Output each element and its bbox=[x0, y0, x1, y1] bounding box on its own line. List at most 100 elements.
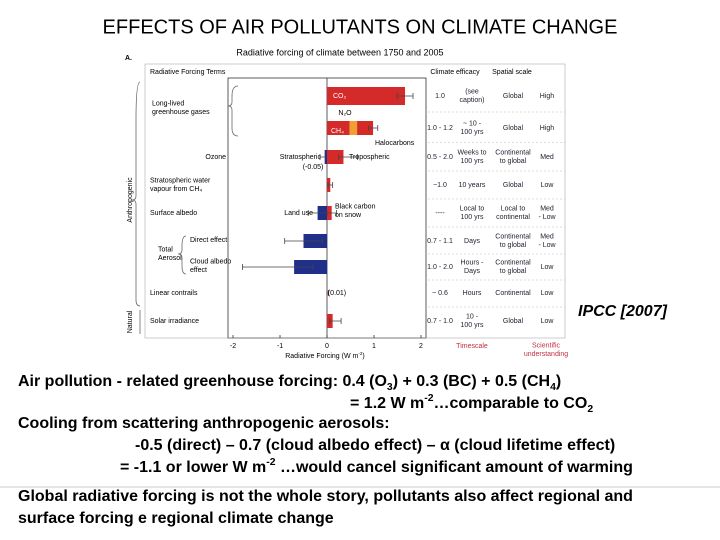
table-cell: 0.7 - 1.1 bbox=[427, 238, 453, 245]
column-header: Radiative Forcing Terms bbox=[150, 69, 226, 76]
table-cell: High bbox=[540, 125, 555, 132]
term-label: Cloud albedo bbox=[190, 259, 231, 266]
bar-label: Tropospheric bbox=[349, 154, 390, 161]
table-cell: caption) bbox=[460, 97, 485, 104]
text-segment: Air pollution - related greenhouse forci… bbox=[18, 373, 387, 390]
error-bar bbox=[326, 290, 329, 296]
table-cell: ---- bbox=[435, 210, 445, 217]
term-label: Linear contrails bbox=[150, 290, 198, 297]
error-bar bbox=[326, 210, 337, 216]
table-cell: ~1.0 bbox=[433, 182, 447, 189]
bar bbox=[327, 121, 350, 135]
table-cell: Low bbox=[541, 182, 555, 189]
table-cell: 10 - bbox=[466, 314, 479, 321]
bar-label: Black carbon bbox=[335, 204, 376, 211]
bar-label: Halocarbons bbox=[375, 140, 415, 147]
body-text: surface forcing e regional climate chang… bbox=[18, 510, 334, 527]
text-segment: -2 bbox=[266, 457, 275, 468]
bar-label: CO₂ bbox=[333, 93, 347, 100]
text-segment: Global radiative forcing is not the whol… bbox=[18, 488, 633, 505]
text-segment: 4 bbox=[550, 382, 556, 393]
table-cell: 1.0 - 1.2 bbox=[427, 125, 453, 132]
table-cell: ~ 10 - bbox=[463, 121, 482, 128]
table-cell: 1.0 - 2.0 bbox=[427, 264, 453, 271]
table-cell: to global bbox=[500, 242, 527, 249]
text-segment: surface forcing e regional climate chang… bbox=[18, 510, 334, 527]
text-segment: = 1.2 W m bbox=[350, 395, 424, 412]
term-label: effect bbox=[190, 267, 207, 274]
table-cell: continental bbox=[496, 214, 530, 221]
table-cell: Low bbox=[541, 318, 555, 325]
table-cell: Global bbox=[503, 318, 524, 325]
table-cell: Local to bbox=[501, 206, 526, 213]
text-segment: -2 bbox=[358, 351, 363, 356]
term-label: Stratospheric water bbox=[150, 178, 211, 185]
bar bbox=[327, 87, 406, 105]
table-cell: Continental bbox=[495, 150, 531, 157]
x-tick-label: 1 bbox=[372, 343, 376, 350]
error-bar bbox=[284, 238, 323, 244]
bracket bbox=[131, 81, 141, 307]
table-cell: ~ 0.6 bbox=[432, 290, 448, 297]
bracket bbox=[177, 235, 187, 275]
error-bar bbox=[396, 93, 414, 99]
group-label: Natural bbox=[127, 310, 134, 333]
term-label: Surface albedo bbox=[150, 210, 197, 217]
body-text: -0.5 (direct) – 0.7 (cloud albedo effect… bbox=[135, 437, 615, 454]
error-bar bbox=[329, 318, 342, 324]
term-label: vapour from CH₄ bbox=[150, 186, 202, 193]
panel-label: A. bbox=[125, 55, 132, 62]
table-cell: Days bbox=[464, 238, 480, 245]
table-cell: to global bbox=[500, 268, 527, 275]
table-cell: Global bbox=[503, 125, 524, 132]
text-segment: …comparable to CO bbox=[434, 395, 588, 412]
table-cell: Hours - bbox=[461, 260, 485, 267]
text-segment: Cooling from scattering anthropogenic ae… bbox=[18, 415, 390, 432]
bar bbox=[327, 150, 344, 164]
text-segment: ) bbox=[362, 353, 364, 360]
x-tick-label: -2 bbox=[230, 343, 236, 350]
table-cell: 100 yrs bbox=[461, 322, 484, 329]
table-cell: 10 years bbox=[459, 182, 486, 189]
term-label: Long-lived bbox=[152, 101, 184, 108]
table-cell: - Low bbox=[538, 242, 556, 249]
table-cell: 0.7 - 1.0 bbox=[427, 318, 453, 325]
x-axis-label: Radiative Forcing (W m-2) bbox=[285, 351, 365, 360]
body-text: = -1.1 or lower W m-2 …would cancel sign… bbox=[120, 457, 633, 476]
bar-label: Land use bbox=[284, 210, 313, 217]
table-cell: Med bbox=[540, 154, 554, 161]
text-segment: ) bbox=[556, 373, 561, 390]
table-cell: 0.5 - 2.0 bbox=[427, 154, 453, 161]
bar-label: CH₄ bbox=[331, 128, 344, 135]
column-header: Climate efficacy bbox=[430, 69, 480, 76]
text-segment: 2 bbox=[587, 404, 593, 415]
column-footer: Scientific bbox=[532, 343, 561, 350]
text-segment: ) + 0.3 (BC) + 0.5 (CH bbox=[393, 373, 550, 390]
table-cell: Days bbox=[464, 268, 480, 275]
value-label: (0.01) bbox=[328, 290, 346, 297]
table-cell: High bbox=[540, 93, 555, 100]
table-cell: Med bbox=[540, 234, 554, 241]
body-text: Air pollution - related greenhouse forci… bbox=[18, 373, 561, 393]
text-segment: -2 bbox=[424, 393, 433, 404]
error-bar bbox=[242, 264, 314, 270]
x-tick-label: 0 bbox=[325, 343, 329, 350]
error-bar bbox=[338, 154, 358, 160]
body-text: Cooling from scattering anthropogenic ae… bbox=[18, 415, 390, 432]
source: IPCC [2007] bbox=[578, 303, 668, 320]
table-cell: Low bbox=[541, 264, 555, 271]
term-label: Aerosol bbox=[158, 255, 182, 262]
term-label: Direct effect bbox=[190, 237, 227, 244]
value-label: (-0.05) bbox=[303, 164, 324, 171]
table-cell: - Low bbox=[538, 214, 556, 221]
body-text: = 1.2 W m-2…comparable to CO2 bbox=[350, 393, 593, 415]
table-cell: Weeks to bbox=[457, 150, 486, 157]
figure-frame bbox=[144, 63, 566, 339]
table-cell: 100 yrs bbox=[461, 129, 484, 136]
bar-label: N₂O bbox=[338, 110, 352, 117]
table-cell: Med bbox=[540, 206, 554, 213]
chart-title: Radiative forcing of climate between 175… bbox=[236, 47, 443, 57]
column-footer: understanding bbox=[524, 351, 568, 358]
table-cell: Local to bbox=[460, 206, 485, 213]
